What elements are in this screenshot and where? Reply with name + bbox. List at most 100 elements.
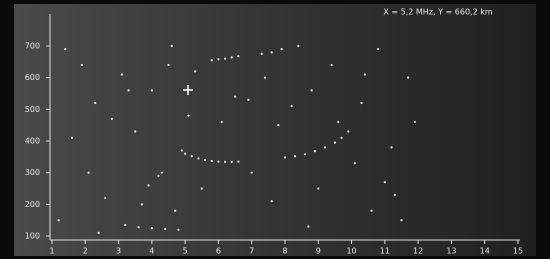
x-tick-label: 13: [446, 247, 456, 256]
chart: X = 5,2 MHz, Y = 660,2 km 100 200 300 400 50…: [0, 0, 550, 259]
echo-point: [197, 157, 199, 159]
echo-point: [81, 64, 83, 66]
echo-point: [231, 56, 233, 58]
echo-point: [264, 77, 266, 79]
echo-point: [224, 58, 226, 60]
echo-point: [121, 73, 123, 75]
echo-point: [171, 45, 173, 47]
echo-point: [204, 159, 206, 161]
echo-point: [157, 175, 159, 177]
x-tick-label: 1: [49, 247, 54, 256]
echo-point: [174, 210, 176, 212]
echo-point: [251, 172, 253, 174]
echo-point: [184, 153, 186, 155]
echo-point: [151, 89, 153, 91]
x-tick-label: 9: [316, 247, 321, 256]
echo-point: [337, 121, 339, 123]
echo-point: [407, 77, 409, 79]
echo-point: [277, 124, 279, 126]
echo-point: [271, 51, 273, 53]
cursor-readout: X = 5,2 MHz, Y = 660,2 km: [383, 8, 492, 17]
echo-point: [94, 102, 96, 104]
y-tick-label: 100: [25, 232, 40, 241]
echo-point: [104, 197, 106, 199]
echo-point: [201, 187, 203, 189]
echo-point: [151, 227, 153, 229]
y-tick-label: 500: [25, 105, 40, 114]
echo-point: [311, 89, 313, 91]
echo-point: [370, 210, 372, 212]
echo-point: [98, 232, 100, 234]
echo-point: [314, 150, 316, 152]
echo-point: [294, 155, 296, 157]
echo-point: [237, 160, 239, 162]
echo-point: [164, 228, 166, 230]
echo-point: [217, 58, 219, 60]
echo-point: [377, 48, 379, 50]
y-tick-label: 200: [25, 200, 40, 209]
x-tick-label: 7: [249, 247, 254, 256]
echo-point: [88, 172, 90, 174]
x-tick-label: 5: [183, 247, 188, 256]
echo-point: [307, 225, 309, 227]
echo-point: [211, 59, 213, 61]
echo-point: [221, 121, 223, 123]
echo-point: [231, 161, 233, 163]
x-tick-label: 10: [346, 247, 356, 256]
echo-point: [354, 162, 356, 164]
x-tick-label: 12: [413, 247, 423, 256]
y-tick-label: 300: [25, 168, 40, 177]
echo-point: [134, 130, 136, 132]
echo-point: [297, 45, 299, 47]
echo-point: [281, 48, 283, 50]
echo-point: [167, 64, 169, 66]
echo-point: [384, 181, 386, 183]
echo-point: [284, 156, 286, 158]
echo-point: [141, 203, 143, 205]
echo-point: [347, 130, 349, 132]
echo-point: [127, 89, 129, 91]
x-tick-label: 14: [480, 247, 490, 256]
echo-point: [137, 226, 139, 228]
x-tick-label: 3: [116, 247, 121, 256]
echo-point: [364, 73, 366, 75]
echo-point: [291, 105, 293, 107]
echo-point: [194, 70, 196, 72]
x-tick-label: 8: [282, 247, 287, 256]
echo-point: [394, 194, 396, 196]
echo-point: [161, 172, 163, 174]
echo-point: [247, 99, 249, 101]
echo-point: [187, 115, 189, 117]
echo-point: [234, 96, 236, 98]
echo-point: [111, 118, 113, 120]
echo-point: [324, 146, 326, 148]
echo-point: [331, 64, 333, 66]
echo-point: [317, 187, 319, 189]
echo-point: [390, 146, 392, 148]
echo-point: [224, 161, 226, 163]
echo-point: [211, 160, 213, 162]
x-tick-label: 11: [380, 247, 390, 256]
y-tick-label: 700: [25, 41, 40, 50]
echo-point: [360, 102, 362, 104]
echo-point: [177, 229, 179, 231]
screen: [14, 4, 536, 256]
echo-point: [217, 160, 219, 162]
echo-point: [124, 224, 126, 226]
echo-point: [191, 155, 193, 157]
x-tick-label: 15: [513, 247, 523, 256]
echo-point: [58, 219, 60, 221]
y-tick-label: 600: [25, 73, 40, 82]
x-tick-label: 6: [216, 247, 221, 256]
echo-point: [414, 121, 416, 123]
echo-point: [64, 48, 66, 50]
echo-point: [71, 137, 73, 139]
x-tick-label: 4: [149, 247, 154, 256]
echo-point: [340, 137, 342, 139]
echo-point: [271, 200, 273, 202]
x-tick-label: 2: [83, 247, 88, 256]
y-tick-label: 400: [25, 137, 40, 146]
page: X = 5,2 MHz, Y = 660,2 km 100 200 300 400 50…: [0, 0, 550, 259]
echo-point: [181, 149, 183, 151]
echo-point: [237, 55, 239, 57]
